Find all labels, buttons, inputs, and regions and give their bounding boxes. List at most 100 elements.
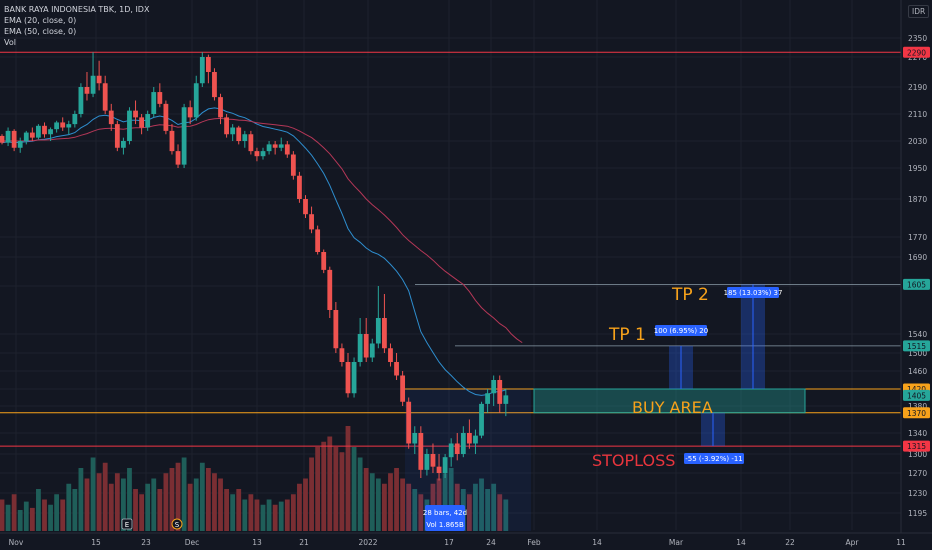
candle-body bbox=[230, 127, 236, 135]
candle-body bbox=[315, 229, 321, 252]
volume-bar bbox=[442, 473, 448, 531]
volume-bar bbox=[114, 473, 120, 531]
volume-bar bbox=[278, 501, 284, 531]
candle-body bbox=[114, 124, 120, 148]
volume-bar bbox=[485, 489, 490, 531]
price-tick: 1500 bbox=[908, 349, 927, 358]
price-tick: 1770 bbox=[908, 233, 927, 242]
candle-body bbox=[157, 92, 163, 104]
candle-body bbox=[454, 443, 460, 454]
candle-body bbox=[90, 75, 96, 94]
volume-bar bbox=[357, 457, 363, 531]
time-tick: 17 bbox=[444, 538, 454, 547]
candle-body bbox=[448, 443, 454, 458]
price-tag-1315 bbox=[903, 440, 930, 452]
price-tag-1370 bbox=[903, 407, 930, 419]
volume-bar bbox=[321, 441, 327, 531]
volume-bar bbox=[54, 494, 60, 531]
price-tick: 1870 bbox=[908, 195, 927, 204]
time-tick: 13 bbox=[252, 538, 262, 547]
buy-area-zone bbox=[533, 388, 806, 414]
volume-bar bbox=[145, 483, 151, 531]
annotations: TP 2 TP 1 BUY AREA STOPLOSS 185 (13.03%) 37 1… bbox=[121, 285, 782, 531]
price-tick: 1950 bbox=[908, 164, 927, 173]
candle-body bbox=[0, 135, 5, 143]
candle-body bbox=[497, 380, 503, 404]
time-tick: 14 bbox=[592, 538, 602, 547]
volume-bar bbox=[5, 504, 11, 531]
ema-lines bbox=[1, 107, 523, 396]
candle-body bbox=[193, 83, 199, 118]
volume-bar bbox=[339, 452, 345, 531]
candle-body bbox=[108, 110, 114, 125]
volume-bar bbox=[242, 499, 248, 531]
time-tick: 22 bbox=[785, 538, 795, 547]
candle-body bbox=[388, 348, 393, 362]
volume-bar bbox=[406, 483, 412, 531]
candle-body bbox=[369, 343, 375, 358]
candle-body bbox=[36, 125, 41, 138]
volume-bar bbox=[23, 501, 29, 531]
price-tick: 1540 bbox=[908, 330, 927, 339]
candle-body bbox=[394, 362, 399, 376]
candle-body bbox=[284, 144, 290, 155]
volume-bar bbox=[297, 483, 302, 531]
vol-legend[interactable]: Vol bbox=[4, 38, 16, 47]
candle-body bbox=[418, 433, 424, 470]
price-tag-1605 bbox=[903, 278, 930, 290]
candle-body bbox=[424, 454, 430, 470]
volume-bar bbox=[181, 457, 187, 531]
time-axis[interactable]: Nov 15 23 Dec 13 21 2022 17 24 Feb 14 Mar 14 22 Apr 11 bbox=[0, 532, 932, 550]
volume-bar bbox=[193, 478, 199, 531]
candle-body bbox=[309, 214, 314, 230]
volume-bar bbox=[175, 462, 181, 531]
candle-body bbox=[339, 348, 345, 362]
candle-body bbox=[199, 57, 205, 84]
volume-bar bbox=[351, 447, 357, 531]
price-tick: 1300 bbox=[908, 450, 927, 459]
candle-body bbox=[127, 110, 132, 141]
tp2-measure-chip bbox=[727, 287, 779, 298]
candle-body bbox=[436, 466, 442, 473]
symbol-title[interactable]: BANK RAYA INDONESIA TBK, 1D, IDX bbox=[4, 5, 150, 14]
volume-bar bbox=[66, 483, 72, 531]
volume-bar bbox=[473, 483, 478, 531]
price-tick: 2350 bbox=[908, 34, 927, 43]
volume-bar bbox=[84, 478, 90, 531]
candle-body bbox=[84, 87, 90, 94]
time-tick: Apr bbox=[846, 538, 860, 547]
time-tick: 2022 bbox=[358, 538, 377, 547]
candle-body bbox=[327, 269, 333, 310]
volume-bar bbox=[260, 504, 266, 531]
volume-bar bbox=[48, 504, 53, 531]
volume-bar bbox=[436, 478, 442, 531]
volume-bar bbox=[29, 507, 35, 531]
volume-bar bbox=[345, 426, 351, 531]
volume-bar bbox=[72, 489, 78, 531]
candle-body bbox=[205, 57, 211, 72]
candle-body bbox=[272, 144, 278, 148]
volume-bar bbox=[0, 499, 5, 531]
volume-bar bbox=[333, 447, 339, 531]
volume-bar bbox=[290, 494, 296, 531]
volume-bar bbox=[497, 494, 503, 531]
candle-body bbox=[187, 107, 193, 118]
ema20-legend[interactable]: EMA (20, close, 0) bbox=[4, 16, 77, 25]
candle-body bbox=[72, 114, 78, 125]
candle-body bbox=[333, 310, 339, 349]
price-tick: 2030 bbox=[908, 137, 927, 146]
candle-body bbox=[260, 151, 266, 157]
candle-body bbox=[466, 433, 472, 444]
candle-body bbox=[375, 318, 381, 344]
time-tick: Mar bbox=[669, 538, 684, 547]
candle-body bbox=[11, 130, 17, 148]
ema50-legend[interactable]: EMA (50, close, 0) bbox=[4, 27, 77, 36]
volume-bar bbox=[205, 468, 211, 531]
candle-body bbox=[321, 252, 327, 270]
volume-bar bbox=[163, 473, 169, 531]
candle-body bbox=[23, 132, 29, 141]
candle-body bbox=[406, 401, 412, 444]
candle-body bbox=[479, 403, 484, 436]
